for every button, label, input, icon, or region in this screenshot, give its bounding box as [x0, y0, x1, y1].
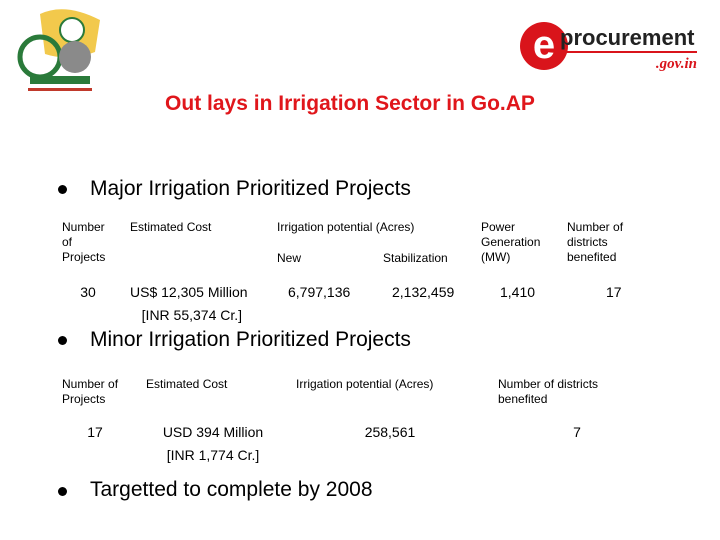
table-cell: 1,410 [500, 284, 536, 300]
table-cell: 7 [573, 424, 581, 440]
script-line [28, 88, 92, 91]
logo-circle [520, 22, 568, 70]
table-cell: US$ 12,305 Million [INR 55,374 Cr.] [130, 284, 248, 323]
state-emblem [17, 9, 100, 91]
table-cell: 6,797,136 [288, 284, 351, 300]
table-cell: 2,132,459 [392, 284, 455, 300]
table-subheader: New [277, 251, 302, 265]
table-cell: USD 394 Million [INR 1,774 Cr.] [162, 424, 264, 463]
table-cell: 258,561 [364, 424, 416, 440]
table-header: Estimated Cost [146, 377, 228, 391]
bullet-dot [58, 336, 67, 345]
table-header: Power Generation (MW) [481, 220, 541, 264]
table-header: Number of Projects [62, 377, 119, 406]
bullet: Targetted to complete by 2008 [90, 478, 373, 501]
table-header: Number of Projects [62, 220, 106, 264]
script-band [30, 76, 90, 84]
table-header: Irrigation potential (Acres) [277, 220, 415, 234]
table-subheader: Stabilization [383, 251, 448, 265]
table-header: Estimated Cost [130, 220, 212, 234]
eprocurement-logo: e procurement .gov.in [520, 22, 697, 72]
table-cell: 30 [80, 284, 96, 300]
bullet: Minor Irrigation Prioritized Projects [90, 328, 411, 351]
logo-letter: e [533, 23, 555, 67]
ring [17, 34, 63, 80]
slide-title: Out lays in Irrigation Sector in Go.AP [165, 92, 535, 115]
bullet-dot [58, 185, 67, 194]
seal [59, 17, 85, 43]
logo-domain: .gov.in [656, 56, 697, 72]
table-header: Irrigation potential (Acres) [296, 377, 434, 391]
table-cell: 17 [87, 424, 103, 440]
table-header: Number of districts benefited [498, 377, 599, 406]
table-header: Number of districts benefited [567, 220, 624, 264]
photo [59, 41, 91, 73]
table-cell: 17 [606, 284, 622, 300]
bullet: Major Irrigation Prioritized Projects [90, 177, 411, 200]
bullet-dot [58, 487, 67, 496]
logo-word: procurement [560, 25, 695, 50]
